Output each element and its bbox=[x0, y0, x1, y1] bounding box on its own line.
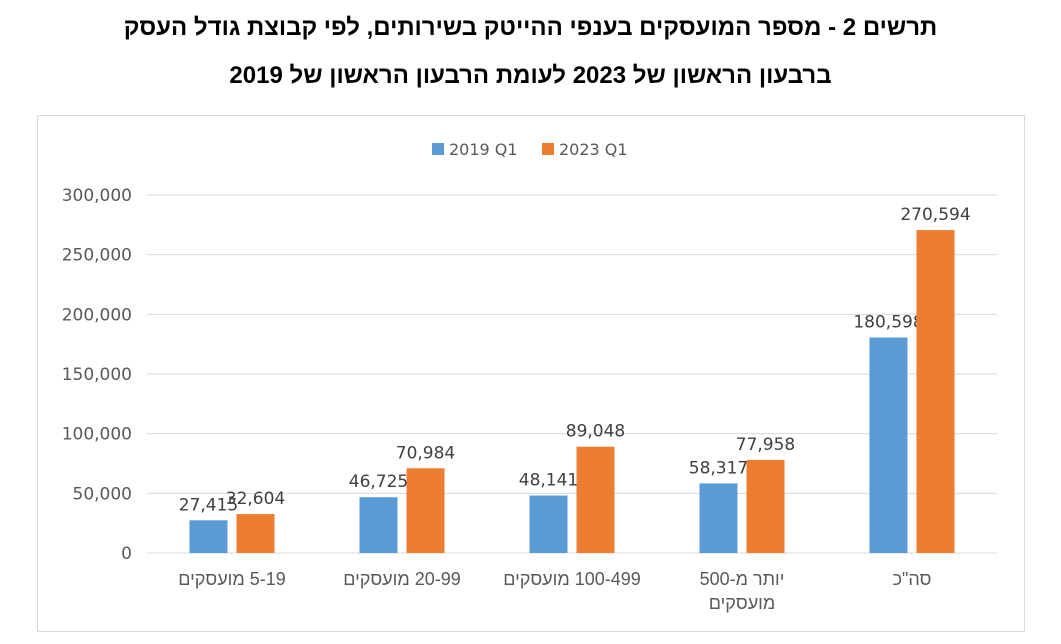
x-tick-label: 5-19 מועסקים bbox=[178, 569, 286, 589]
bar bbox=[699, 483, 738, 553]
bar bbox=[529, 495, 568, 553]
data-label: 46,725 bbox=[349, 472, 408, 492]
y-tick-label: 200,000 bbox=[62, 305, 132, 325]
chart-title-line-2: ברבעון הראשון של 2023 לעומת הרבעון הראשו… bbox=[229, 62, 832, 89]
data-label: 32,604 bbox=[226, 489, 285, 509]
y-tick-label: 100,000 bbox=[62, 425, 132, 445]
data-label: 48,141 bbox=[519, 471, 578, 491]
data-label: 89,048 bbox=[566, 422, 625, 442]
bar bbox=[236, 514, 275, 553]
bar bbox=[359, 497, 398, 553]
bar bbox=[406, 468, 445, 553]
bar bbox=[869, 337, 908, 553]
chart-area bbox=[37, 115, 1025, 632]
data-label: 70,984 bbox=[396, 443, 455, 463]
x-tick-label: 20-99 מועסקים bbox=[343, 569, 461, 589]
x-tick-label: 100-499 מועסקים bbox=[503, 569, 641, 589]
data-label: 270,594 bbox=[900, 205, 970, 225]
x-tick-label: יותר מ-500 bbox=[700, 569, 785, 589]
data-label: 58,317 bbox=[689, 458, 748, 478]
y-tick-label: 250,000 bbox=[62, 246, 132, 266]
y-tick-label: 0 bbox=[121, 544, 132, 564]
legend-label: 2019 Q1 bbox=[449, 140, 518, 159]
bar bbox=[189, 520, 228, 553]
bar bbox=[576, 446, 615, 553]
y-tick-label: 150,000 bbox=[62, 365, 132, 385]
legend-swatch bbox=[542, 143, 554, 155]
x-tick-label: מועסקים bbox=[709, 593, 775, 613]
data-label: 27,415 bbox=[179, 495, 238, 515]
y-tick-label: 300,000 bbox=[62, 186, 132, 206]
data-label: 180,598 bbox=[853, 312, 923, 332]
legend-swatch bbox=[432, 143, 444, 155]
bar bbox=[746, 459, 785, 553]
legend-label: 2023 Q1 bbox=[559, 140, 628, 159]
data-label: 77,958 bbox=[736, 435, 795, 455]
y-tick-label: 50,000 bbox=[73, 484, 132, 504]
x-tick-label: סה"כ bbox=[893, 569, 932, 589]
bar bbox=[916, 230, 955, 553]
chart-title-line-1: תרשים 2 - מספר המועסקים בענפי ההייטק בשי… bbox=[123, 14, 938, 41]
